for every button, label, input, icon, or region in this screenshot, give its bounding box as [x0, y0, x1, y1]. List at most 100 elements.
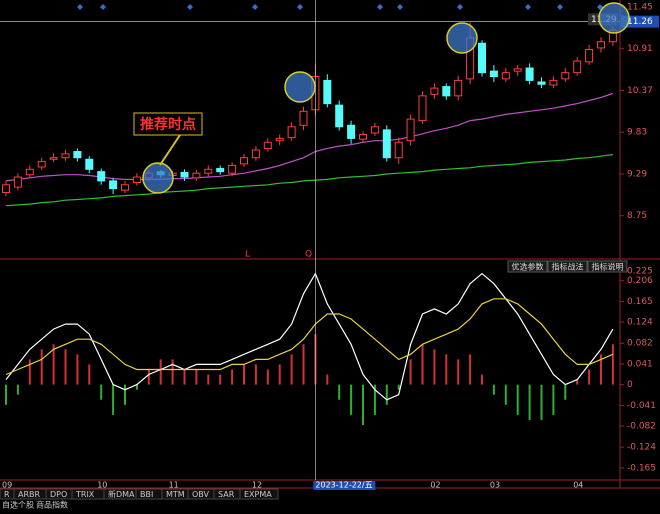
candle-body	[585, 48, 594, 63]
button-label[interactable]: 指标说明	[592, 262, 624, 272]
candle-body	[597, 41, 605, 49]
status-item[interactable]: 商品指数	[36, 500, 68, 510]
x-tick-label: 11	[169, 481, 179, 490]
tab-label[interactable]: BBI	[140, 490, 153, 499]
y-tick-label: 10.91	[627, 44, 653, 54]
candle-body	[323, 79, 332, 105]
candle-body	[37, 161, 46, 168]
candle-body	[121, 184, 129, 191]
candle-body	[13, 176, 22, 188]
line-series	[5, 272, 614, 401]
x-tick-label: 12	[252, 481, 262, 490]
highlight-circle	[284, 71, 316, 103]
cursor-price-box	[621, 15, 659, 28]
candle-body	[132, 176, 141, 183]
y-tick-label: 0.082	[627, 339, 653, 349]
line-series	[5, 154, 613, 207]
candle-body	[97, 171, 106, 182]
tab-label[interactable]: TRIX	[75, 490, 95, 499]
button[interactable]	[547, 260, 588, 273]
candle-body	[347, 124, 356, 139]
x-tick-label: 09	[2, 481, 12, 490]
candle-body	[275, 137, 284, 142]
candle-body	[382, 129, 391, 159]
candle-body	[537, 81, 546, 85]
x-tick-label: 04	[573, 481, 583, 490]
tab-label[interactable]: ARBR	[18, 490, 41, 499]
candle-body	[61, 153, 70, 159]
status-item[interactable]: 自选个股	[2, 500, 34, 510]
candle-body	[454, 79, 463, 97]
annotation-box	[133, 112, 203, 136]
tab-label[interactable]: EXPMA	[244, 490, 272, 499]
candle-body	[228, 164, 237, 174]
candle-body	[394, 141, 403, 159]
tab-label[interactable]: MTM	[166, 490, 185, 499]
x-tick-label: 03	[490, 481, 500, 490]
x-tick-label: 10	[97, 481, 107, 490]
candle-body	[430, 87, 439, 95]
candle-body	[216, 168, 225, 173]
candle-body	[109, 180, 118, 190]
highlight-circle	[446, 22, 478, 54]
candle-body	[25, 168, 34, 176]
button[interactable]	[587, 260, 628, 273]
y-tick-label: 0.206	[627, 276, 653, 286]
candle-body	[525, 67, 534, 81]
candle-body	[335, 104, 344, 128]
y-tick-label: -0.165	[627, 463, 656, 473]
candle-body	[359, 134, 367, 140]
highlight-circle	[142, 162, 174, 194]
button-label[interactable]: 优选参数	[512, 262, 544, 272]
button-label[interactable]: 指标战法	[552, 262, 584, 272]
y-tick-label: 9.83	[627, 128, 647, 138]
y-tick-label: 0	[627, 380, 633, 390]
y-tick-label: 0.041	[627, 359, 653, 369]
candle-body	[287, 126, 296, 139]
tab-label[interactable]: OBV	[192, 490, 210, 499]
y-tick-label: 11.45	[627, 2, 653, 12]
y-tick-label: -0.041	[627, 401, 656, 411]
candle-body	[418, 95, 427, 122]
x-tick-label: 2023-12-22/五	[315, 481, 372, 490]
candle-body	[251, 149, 260, 159]
y-tick-label: -0.082	[627, 422, 656, 432]
line-series	[5, 92, 614, 182]
candle-body	[204, 168, 213, 174]
y-tick-label: 10.37	[627, 86, 653, 96]
candle-body	[370, 126, 379, 134]
y-tick-label: 0.165	[627, 297, 653, 307]
y-tick-label: 0.124	[627, 318, 653, 328]
candle-body	[489, 70, 498, 78]
annotation: L	[245, 250, 250, 260]
tab-label[interactable]: 新DMA	[108, 489, 135, 499]
y-tick-label: -0.124	[627, 443, 656, 453]
line-series	[5, 298, 614, 376]
tab-label[interactable]: R	[4, 490, 10, 499]
highlight-circle	[598, 2, 630, 34]
cursor-date-box	[313, 481, 376, 490]
candle-body	[561, 72, 570, 80]
candle-body	[549, 79, 558, 86]
candle-body	[406, 118, 415, 142]
button[interactable]	[507, 260, 548, 273]
tab-label[interactable]: DPO	[50, 490, 67, 499]
candle-body	[478, 42, 486, 74]
candle-body	[240, 157, 248, 165]
annotation: Q	[305, 250, 312, 260]
tab-label[interactable]: SAR	[218, 490, 235, 499]
annotation: 推荐时点	[140, 116, 196, 133]
candle-body	[180, 171, 189, 178]
candle-body	[299, 110, 308, 126]
top-markers	[77, 4, 603, 10]
candle-body	[192, 172, 201, 179]
tab[interactable]	[239, 488, 279, 500]
x-tick-label: 02	[430, 481, 440, 490]
candle-body	[263, 141, 272, 149]
y-tick-label: 0.225	[627, 267, 653, 277]
cursor-price: 11.26	[627, 17, 653, 27]
candle-body	[73, 151, 82, 159]
y-tick-label: 9.29	[627, 169, 647, 179]
